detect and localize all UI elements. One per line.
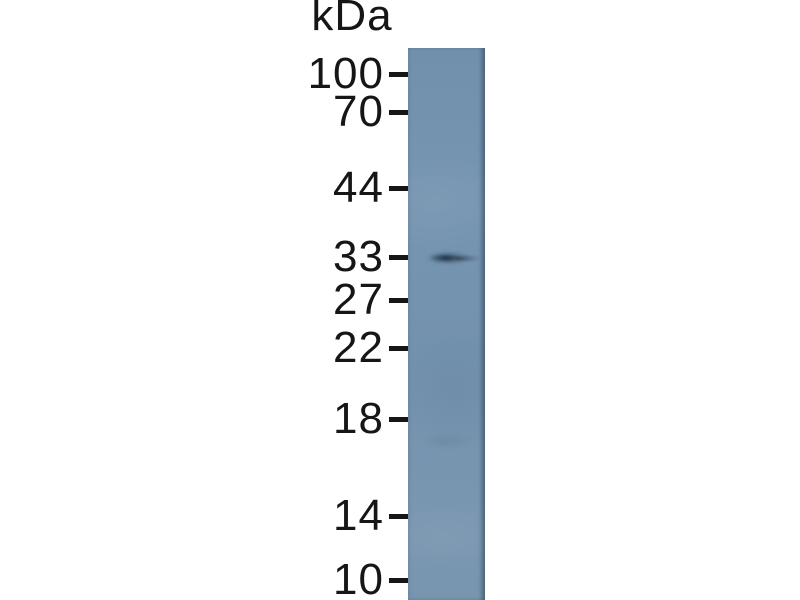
marker-label: 27 (333, 275, 384, 324)
marker-label: 22 (333, 323, 384, 372)
marker-tick-line (389, 513, 408, 519)
marker-row-18: 18 (180, 397, 408, 441)
marker-label: 14 (333, 491, 384, 540)
marker-row-33: 33 (180, 235, 408, 279)
marker-tick-line (389, 416, 408, 422)
faint-band (412, 432, 482, 450)
marker-tick-line (389, 185, 408, 191)
protein-band-core (425, 252, 471, 264)
marker-tick-line (389, 345, 408, 351)
marker-tick-line (389, 577, 408, 583)
marker-label: 33 (333, 232, 384, 281)
marker-row-14: 14 (180, 494, 408, 538)
marker-tick-line (389, 254, 408, 260)
marker-row-44: 44 (180, 166, 408, 210)
marker-tick-line (389, 71, 408, 77)
marker-label: 18 (333, 394, 384, 443)
kda-unit-label: kDa (311, 0, 393, 40)
marker-label: 70 (333, 87, 384, 136)
protein-band (421, 248, 482, 268)
marker-row-27: 27 (180, 278, 408, 322)
marker-row-70: 70 (180, 90, 408, 134)
marker-tick-line (389, 109, 408, 115)
marker-label: 44 (333, 163, 384, 212)
marker-row-22: 22 (180, 326, 408, 370)
blot-lane (408, 48, 485, 600)
protein-band-tail (455, 256, 482, 261)
marker-tick-line (389, 297, 408, 303)
marker-row-100: 100 (180, 52, 408, 96)
marker-label: 10 (333, 555, 384, 600)
marker-label: 100 (307, 49, 384, 98)
marker-row-10: 10 (180, 558, 408, 600)
